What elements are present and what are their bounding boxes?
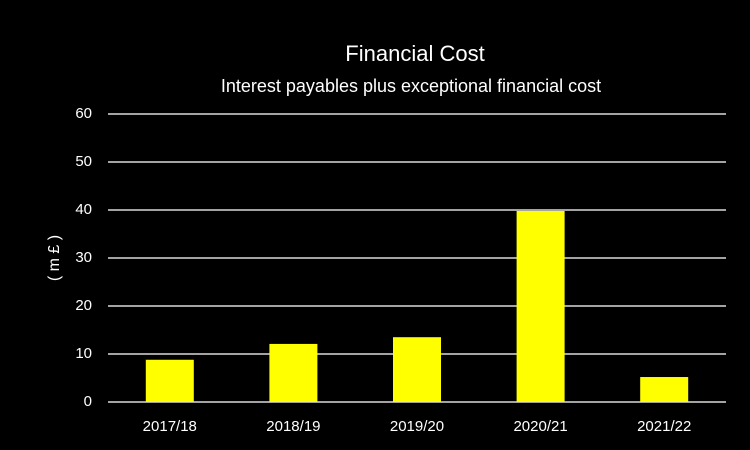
chart-subtitle: Interest payables plus exceptional finan…	[221, 76, 601, 96]
y-tick-label: 20	[75, 297, 92, 314]
y-tick-label: 50	[75, 153, 92, 170]
x-tick-label: 2018/19	[266, 418, 320, 435]
y-tick-label: 0	[84, 393, 92, 410]
x-tick-label: 2019/20	[390, 418, 444, 435]
bar	[269, 343, 318, 402]
y-tick-label: 30	[75, 249, 92, 266]
bar	[640, 377, 689, 402]
y-axis-label: ( m £ )	[46, 235, 63, 281]
bar	[516, 210, 565, 402]
bar	[145, 359, 194, 402]
x-tick-label: 2020/21	[513, 418, 567, 435]
chart-title: Financial Cost	[345, 41, 484, 66]
y-tick-label: 10	[75, 345, 92, 362]
y-tick-label: 60	[75, 105, 92, 122]
y-tick-label: 40	[75, 201, 92, 218]
x-tick-label: 2021/22	[637, 418, 691, 435]
bar	[393, 337, 441, 402]
x-tick-label: 2017/18	[143, 418, 197, 435]
